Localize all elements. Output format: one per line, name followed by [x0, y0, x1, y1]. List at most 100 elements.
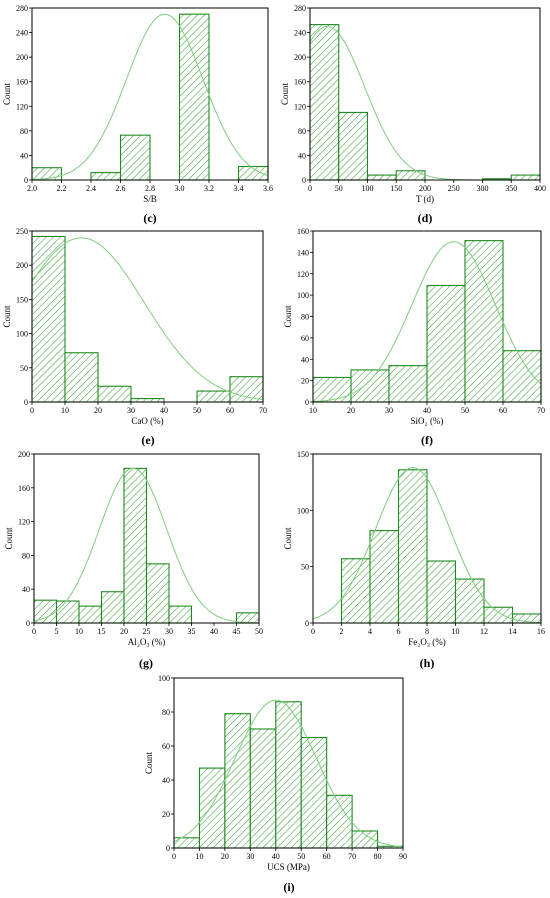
normal-fit-curve	[34, 467, 259, 623]
histogram-bar	[369, 530, 400, 624]
histogram-bar	[309, 24, 340, 181]
y-tick-label: 20	[162, 810, 170, 819]
y-axis-label: Count	[144, 752, 154, 775]
x-tick-label: 50	[297, 852, 305, 861]
histogram-bar	[275, 701, 302, 849]
chart-panel-e: 0 10 20 30 40 50 60 70 0 50 100 150 200 250 CaO (%) Cou…	[2, 227, 267, 447]
x-tick-label: 16	[537, 627, 545, 636]
y-tick-label: 20	[301, 377, 309, 386]
y-tick-label: 100	[16, 330, 28, 339]
histogram-bar	[426, 560, 457, 624]
y-tick-label: 280	[16, 4, 28, 13]
subfigure-label: (d)	[418, 211, 433, 225]
x-tick-label: 60	[323, 852, 331, 861]
y-tick-label: 160	[18, 484, 30, 493]
x-tick-label: 350	[505, 184, 517, 193]
x-tick-label: 2	[340, 627, 344, 636]
histogram-bar	[100, 591, 125, 624]
y-tick-label: 160	[297, 227, 309, 236]
histogram-bar	[198, 767, 226, 849]
x-tick-label: 250	[448, 184, 460, 193]
histogram-bar	[97, 385, 132, 403]
y-tick-label: 240	[294, 29, 306, 38]
y-tick-label: 0	[305, 619, 309, 628]
histogram-bar	[340, 558, 371, 624]
y-tick-label: 100	[297, 506, 309, 515]
x-tick-label: 20	[94, 406, 102, 415]
y-tick-label: 0	[24, 176, 28, 185]
histogram-bar	[338, 111, 369, 181]
histogram-bar	[78, 605, 103, 624]
x-tick-label: 10	[61, 406, 69, 415]
histogram-bar	[55, 600, 80, 624]
normal-fit-curve	[310, 25, 540, 180]
histogram-bar	[454, 578, 485, 624]
x-tick-label: 30	[165, 627, 173, 636]
histogram-bar	[366, 174, 397, 181]
histogram-bar	[312, 376, 352, 403]
x-tick-label: 0	[172, 852, 176, 861]
y-tick-label: 120	[294, 102, 306, 111]
x-tick-label: 3.4	[234, 184, 244, 193]
x-tick-label: 50	[193, 406, 201, 415]
x-tick-label: 15	[98, 627, 106, 636]
histogram-bar	[119, 134, 151, 181]
subfigure-label: (i)	[283, 880, 294, 894]
chart-panel-d: 0 50 100 150 200 250 300 350 400 0 40 80 120 160 200 24…	[280, 4, 546, 225]
histogram-bar	[300, 736, 328, 849]
x-tick-label: 30	[385, 406, 393, 415]
histogram-bar	[395, 170, 426, 181]
x-tick-label: 10	[75, 627, 83, 636]
y-tick-label: 40	[301, 355, 309, 364]
histogram-bar	[510, 174, 541, 181]
y-tick-label: 200	[18, 450, 30, 459]
x-tick-label: 5	[55, 627, 59, 636]
x-tick-label: 30	[246, 852, 254, 861]
x-tick-label: 12	[480, 627, 488, 636]
x-tick-label: 0	[311, 627, 315, 636]
y-tick-label: 160	[16, 78, 28, 87]
x-axis-label: S/B	[143, 194, 157, 204]
x-axis-label: SiO₂ (%)	[411, 416, 444, 426]
y-tick-label: 0	[302, 176, 306, 185]
x-tick-label: 300	[477, 184, 489, 193]
y-tick-label: 80	[162, 708, 170, 717]
subfigure-label: (e)	[141, 433, 154, 447]
x-tick-label: 60	[499, 406, 507, 415]
x-axis-label: Al₂O₃ (%)	[128, 637, 166, 647]
x-tick-label: 10	[452, 627, 460, 636]
histogram-bar	[483, 606, 514, 624]
x-tick-label: 4	[368, 627, 372, 636]
x-tick-label: 2.4	[86, 184, 96, 193]
histogram-bar	[397, 469, 428, 624]
y-tick-label: 40	[22, 585, 30, 594]
x-tick-label: 200	[419, 184, 431, 193]
x-tick-label: 0	[308, 184, 312, 193]
chart-panel-g: 0 5 10 15 20 25 30 35 40 45 50 0 40 80 120 160 200 Al₂O₃ …	[4, 450, 263, 670]
y-axis-label: Count	[283, 305, 293, 328]
x-tick-label: 0	[30, 406, 34, 415]
histogram-bar	[168, 605, 193, 624]
histogram-bar	[196, 390, 231, 403]
x-tick-label: 40	[272, 852, 280, 861]
y-tick-label: 60	[301, 334, 309, 343]
x-axis-label: UCS (MPa)	[267, 862, 310, 872]
x-tick-label: 3.2	[204, 184, 214, 193]
y-tick-label: 150	[297, 450, 309, 459]
histogram-bar	[502, 350, 542, 403]
x-axis-label: CaO (%)	[131, 416, 163, 426]
x-tick-label: 60	[226, 406, 234, 415]
x-tick-label: 90	[399, 852, 407, 861]
x-tick-label: 10	[195, 852, 203, 861]
subfigure-label: (f)	[421, 433, 433, 447]
x-tick-label: 6	[397, 627, 401, 636]
y-tick-label: 0	[305, 398, 309, 407]
histogram-bar	[33, 599, 58, 624]
histogram-bar	[464, 240, 504, 403]
x-tick-label: 25	[143, 627, 151, 636]
y-tick-label: 200	[16, 261, 28, 270]
y-tick-label: 0	[24, 398, 28, 407]
x-tick-label: 2.8	[145, 184, 155, 193]
y-tick-label: 80	[298, 127, 306, 136]
